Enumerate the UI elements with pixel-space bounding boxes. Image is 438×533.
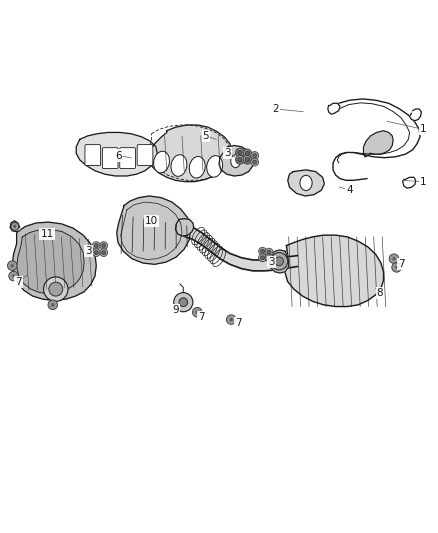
Ellipse shape xyxy=(171,155,187,176)
Circle shape xyxy=(238,157,242,161)
Circle shape xyxy=(92,241,100,249)
Text: 10: 10 xyxy=(145,216,158,226)
Circle shape xyxy=(243,156,252,164)
Circle shape xyxy=(238,150,242,155)
Circle shape xyxy=(253,154,257,157)
Circle shape xyxy=(253,160,257,164)
Ellipse shape xyxy=(300,175,312,191)
Circle shape xyxy=(9,271,18,281)
Circle shape xyxy=(49,282,63,296)
Circle shape xyxy=(100,249,108,256)
Circle shape xyxy=(245,151,249,155)
Polygon shape xyxy=(410,109,421,120)
Text: 7: 7 xyxy=(235,318,242,328)
Text: 7: 7 xyxy=(198,312,205,321)
Text: 9: 9 xyxy=(172,305,179,315)
Polygon shape xyxy=(149,125,232,182)
Polygon shape xyxy=(219,146,253,176)
Circle shape xyxy=(389,254,399,263)
Circle shape xyxy=(244,149,251,157)
Polygon shape xyxy=(76,133,157,176)
Polygon shape xyxy=(328,103,340,114)
Circle shape xyxy=(7,261,17,270)
Polygon shape xyxy=(10,221,20,232)
Circle shape xyxy=(11,223,19,230)
Circle shape xyxy=(244,156,251,163)
FancyBboxPatch shape xyxy=(120,148,135,168)
Circle shape xyxy=(251,158,258,166)
Circle shape xyxy=(265,248,273,256)
Polygon shape xyxy=(117,196,191,264)
Text: 11: 11 xyxy=(40,229,54,239)
Polygon shape xyxy=(184,224,297,271)
Polygon shape xyxy=(285,235,384,306)
Circle shape xyxy=(192,308,202,317)
Circle shape xyxy=(44,277,68,301)
Text: 3: 3 xyxy=(224,148,231,158)
Polygon shape xyxy=(176,219,194,236)
Circle shape xyxy=(238,150,242,155)
Text: 3: 3 xyxy=(85,246,92,256)
Circle shape xyxy=(48,300,57,310)
Polygon shape xyxy=(269,250,289,273)
Circle shape xyxy=(236,149,244,156)
Polygon shape xyxy=(12,222,96,301)
Text: 1: 1 xyxy=(420,176,427,187)
Circle shape xyxy=(245,151,250,156)
Circle shape xyxy=(243,149,252,158)
Circle shape xyxy=(270,253,288,270)
Circle shape xyxy=(392,263,401,272)
FancyBboxPatch shape xyxy=(85,144,101,166)
Circle shape xyxy=(267,250,271,254)
Ellipse shape xyxy=(207,156,223,177)
Text: 5: 5 xyxy=(203,131,209,141)
Text: 7: 7 xyxy=(399,260,405,269)
Circle shape xyxy=(251,151,258,159)
Text: 2: 2 xyxy=(272,104,279,114)
Text: 1: 1 xyxy=(420,124,427,134)
Circle shape xyxy=(261,249,265,253)
Text: 7: 7 xyxy=(15,277,22,287)
Polygon shape xyxy=(288,170,324,196)
Circle shape xyxy=(92,249,100,256)
Text: 8: 8 xyxy=(377,288,383,297)
Circle shape xyxy=(102,244,106,247)
Polygon shape xyxy=(17,230,84,294)
Circle shape xyxy=(179,298,187,306)
Circle shape xyxy=(261,256,265,260)
Polygon shape xyxy=(403,177,416,188)
Circle shape xyxy=(245,158,250,162)
Circle shape xyxy=(236,156,244,164)
Circle shape xyxy=(265,254,273,262)
Polygon shape xyxy=(364,131,393,157)
Circle shape xyxy=(102,251,106,255)
Circle shape xyxy=(275,257,283,265)
Circle shape xyxy=(236,148,244,157)
Text: 6: 6 xyxy=(116,150,122,160)
Circle shape xyxy=(238,158,242,162)
Text: 4: 4 xyxy=(346,185,353,195)
Ellipse shape xyxy=(231,155,240,168)
FancyBboxPatch shape xyxy=(102,148,118,168)
Circle shape xyxy=(258,254,266,262)
Circle shape xyxy=(258,247,266,255)
Circle shape xyxy=(94,244,98,247)
Ellipse shape xyxy=(154,151,170,173)
Circle shape xyxy=(267,256,271,260)
Text: 3: 3 xyxy=(268,257,275,267)
Circle shape xyxy=(100,241,108,249)
Ellipse shape xyxy=(189,157,205,178)
Circle shape xyxy=(94,251,98,255)
Circle shape xyxy=(174,293,193,312)
Circle shape xyxy=(226,315,236,325)
Circle shape xyxy=(245,157,249,161)
FancyBboxPatch shape xyxy=(137,144,153,166)
Circle shape xyxy=(236,156,244,163)
